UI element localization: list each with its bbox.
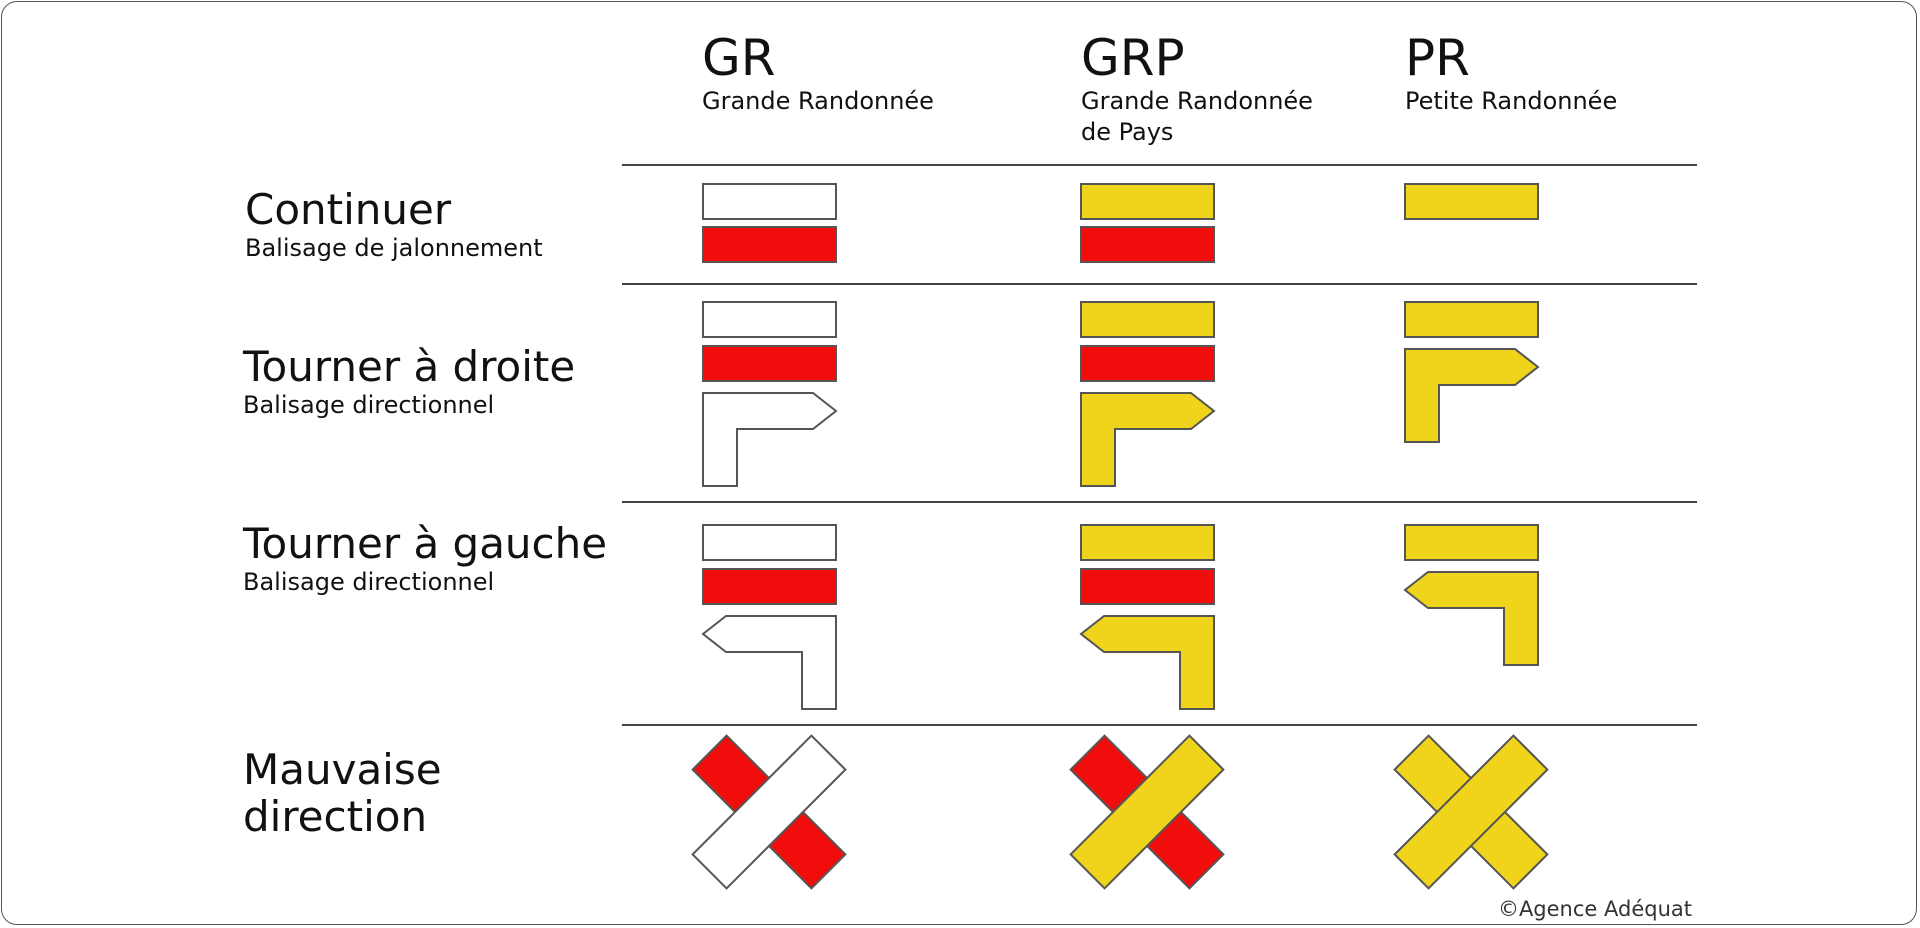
grp-turn-right-arrow: [1080, 392, 1216, 487]
gr-wrong-way-cross-bar-front: [691, 734, 847, 890]
pr-left-top-bar: [1404, 524, 1539, 561]
pr-continue-top-bar: [1404, 183, 1539, 220]
column-code: PR: [1405, 29, 1470, 87]
gr-left-top-bar: [702, 524, 837, 561]
pr-right-top-bar: [1404, 301, 1539, 338]
table-divider: [622, 501, 1697, 503]
row-subtitle: Balisage directionnel: [243, 391, 495, 419]
row-subtitle: Balisage de jalonnement: [245, 234, 543, 262]
grp-wrong-way-cross-diagonal-front: [1069, 734, 1225, 890]
row-title: Continuer: [245, 185, 452, 234]
row-label-mauvaise-direction: Mauvaise direction: [243, 746, 442, 840]
gr-turn-right-arrow: [702, 392, 838, 487]
column-header-gr: GR Grande Randonnée: [702, 30, 934, 117]
grp-wrong-way-cross-bar-front: [1069, 734, 1225, 890]
grp-continue-top-bar: [1080, 183, 1215, 220]
grp-left-bottom-bar: [1080, 568, 1215, 605]
grp-continue-bottom-bar: [1080, 226, 1215, 263]
table-divider: [622, 283, 1697, 285]
pr-turn-left-arrow: [1403, 571, 1539, 666]
table-divider: [622, 164, 1697, 166]
row-subtitle: Balisage directionnel: [243, 568, 495, 596]
row-label-tourner-gauche: Tourner à gauche Balisage directionnel: [243, 520, 607, 597]
column-code: GR: [702, 29, 776, 87]
column-name: Petite Randonnée: [1405, 87, 1618, 115]
gr-wrong-way-cross-diagonal-front: [691, 734, 847, 890]
table-divider: [622, 724, 1697, 726]
grp-right-top-bar: [1080, 301, 1215, 338]
row-title: Tourner à gauche: [243, 519, 608, 568]
copyright-credit: ©Agence Adéquat: [1497, 897, 1692, 921]
column-name: Grande Randonnée de Pays: [1081, 87, 1313, 146]
pr-turn-right-arrow: [1404, 348, 1540, 443]
column-name: Grande Randonnée: [702, 87, 934, 115]
grp-turn-left-arrow: [1079, 615, 1215, 710]
gr-left-bottom-bar: [702, 568, 837, 605]
row-label-continuer: Continuer Balisage de jalonnement: [245, 186, 543, 263]
grp-left-top-bar: [1080, 524, 1215, 561]
gr-turn-left-arrow: [701, 615, 837, 710]
gr-right-bottom-bar: [702, 345, 837, 382]
row-title: Mauvaise direction: [243, 745, 442, 841]
column-header-pr: PR Petite Randonnée: [1405, 30, 1617, 117]
row-title: Tourner à droite: [243, 342, 576, 391]
grp-right-bottom-bar: [1080, 345, 1215, 382]
gr-right-top-bar: [702, 301, 837, 338]
gr-continue-top-bar: [702, 183, 837, 220]
pr-wrong-way-cross-bar-front: [1393, 734, 1549, 890]
row-label-tourner-droite: Tourner à droite Balisage directionnel: [243, 343, 575, 420]
column-code: GRP: [1081, 29, 1185, 87]
gr-continue-bottom-bar: [702, 226, 837, 263]
column-header-grp: GRP Grande Randonnée de Pays: [1081, 30, 1313, 148]
pr-wrong-way-cross-diagonal-front: [1393, 734, 1549, 890]
